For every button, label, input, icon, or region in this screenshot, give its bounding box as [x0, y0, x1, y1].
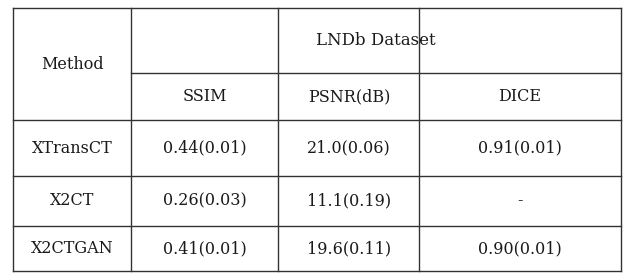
- Text: 0.44(0.01): 0.44(0.01): [163, 140, 246, 157]
- Text: 11.1(0.19): 11.1(0.19): [307, 192, 391, 209]
- Text: X2CTGAN: X2CTGAN: [31, 240, 113, 257]
- Text: 19.6(0.11): 19.6(0.11): [307, 240, 391, 257]
- Text: SSIM: SSIM: [182, 88, 227, 106]
- Text: 0.26(0.03): 0.26(0.03): [163, 192, 246, 209]
- Text: -: -: [517, 192, 523, 209]
- Text: XTransCT: XTransCT: [31, 140, 113, 157]
- Text: 0.91(0.01): 0.91(0.01): [478, 140, 562, 157]
- Text: PSNR(dB): PSNR(dB): [308, 88, 390, 106]
- Text: Method: Method: [41, 56, 103, 73]
- Text: X2CT: X2CT: [50, 192, 94, 209]
- Text: DICE: DICE: [499, 88, 541, 106]
- Text: 0.41(0.01): 0.41(0.01): [163, 240, 246, 257]
- Text: 21.0(0.06): 21.0(0.06): [307, 140, 390, 157]
- Text: 0.90(0.01): 0.90(0.01): [478, 240, 562, 257]
- Text: LNDb Dataset: LNDb Dataset: [316, 32, 436, 49]
